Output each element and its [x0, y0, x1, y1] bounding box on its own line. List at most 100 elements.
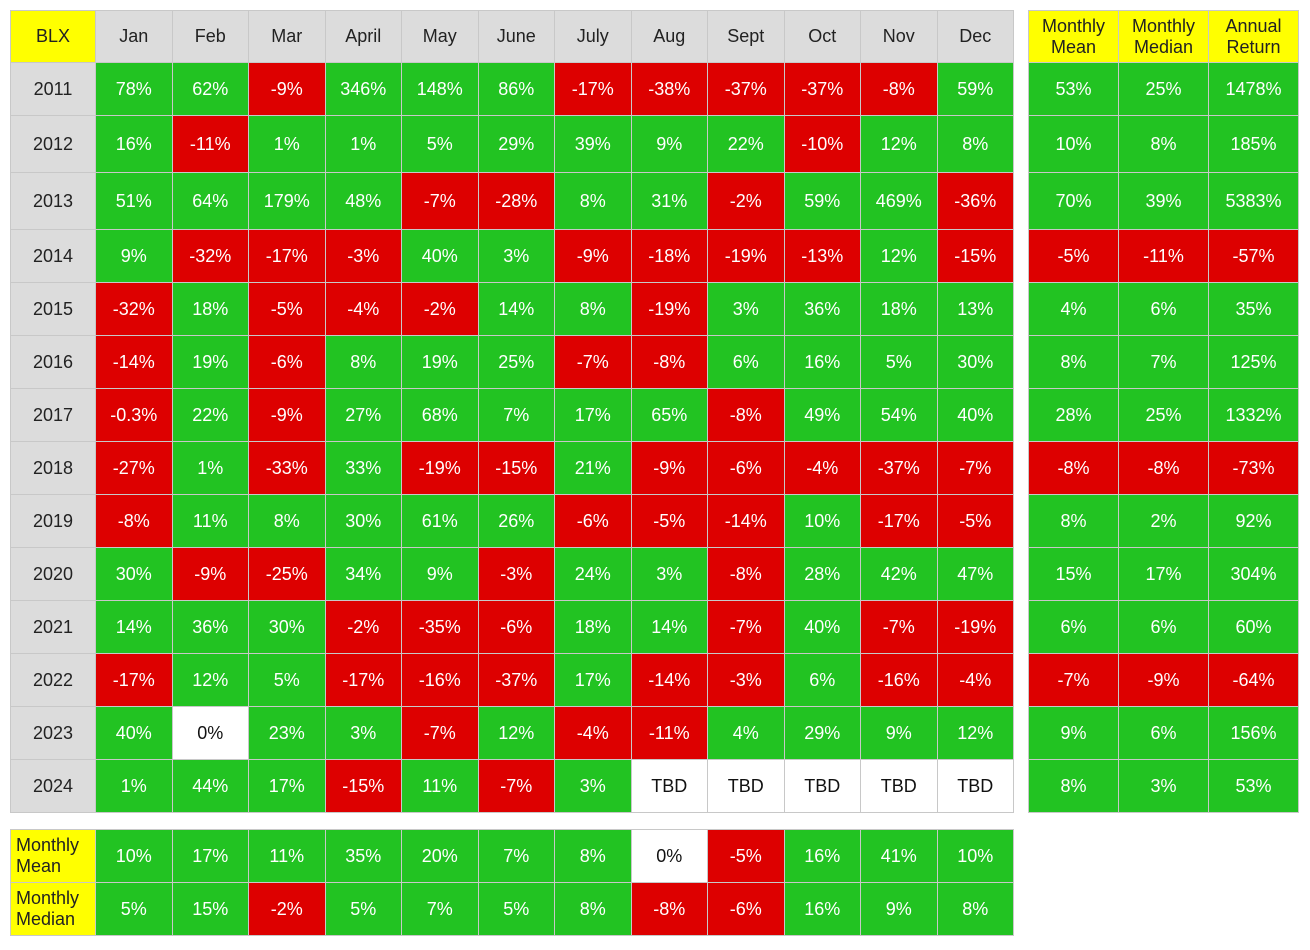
return-cell: 12%	[861, 230, 937, 282]
summary-cell: 53%	[1029, 63, 1118, 115]
summary-header: Monthly Median	[1119, 11, 1208, 62]
return-cell: 78%	[96, 63, 172, 115]
year-label: 2024	[11, 760, 95, 812]
footer-stat-cell: 5%	[478, 883, 554, 935]
monthly-stats-table: Monthly Mean 10% 17% 11% 35% 20% 7% 8% 0% -5% 16% 41…	[10, 829, 1014, 936]
footer-stat-cell: 8%	[555, 830, 631, 882]
year-label: 2016	[11, 336, 95, 388]
return-cell: 40%	[784, 601, 860, 653]
summary-cell: 7%	[1119, 336, 1208, 388]
month-header: Oct	[784, 11, 860, 62]
return-cell: -17%	[861, 495, 937, 547]
footer-stat-cell: 7%	[402, 883, 478, 935]
return-cell: 8%	[555, 173, 631, 229]
return-cell: -10%	[784, 116, 860, 172]
summary-cell: 60%	[1209, 601, 1298, 653]
summary-cell: 8%	[1029, 336, 1118, 388]
return-cell: -9%	[555, 230, 631, 282]
return-cell: -32%	[172, 230, 248, 282]
return-cell: 12%	[937, 707, 1013, 759]
footer-row-label: Monthly Mean	[11, 830, 95, 882]
return-cell: -14%	[96, 336, 172, 388]
return-cell: 59%	[937, 63, 1013, 115]
summary-cell: 6%	[1119, 707, 1208, 759]
return-cell: -13%	[784, 230, 860, 282]
return-cell: 11%	[172, 495, 248, 547]
footer-stat-cell: -2%	[249, 883, 325, 935]
summary-cell: 156%	[1209, 707, 1298, 759]
year-label: 2013	[11, 173, 95, 229]
return-cell: 148%	[402, 63, 478, 115]
return-cell: -6%	[708, 442, 784, 494]
summary-cell: -8%	[1029, 442, 1118, 494]
return-cell: 16%	[784, 336, 860, 388]
summary-cell: 92%	[1209, 495, 1298, 547]
return-cell: 31%	[631, 173, 707, 229]
return-cell: 3%	[325, 707, 401, 759]
return-cell: 22%	[172, 389, 248, 441]
return-cell: TBD	[937, 760, 1013, 812]
return-cell: 64%	[172, 173, 248, 229]
return-cell: -9%	[172, 548, 248, 600]
return-cell: -17%	[555, 63, 631, 115]
footer-stat-cell: 11%	[249, 830, 325, 882]
yearly-summary-table: Monthly Mean Monthly Median Annual Return 53% 2…	[1028, 10, 1299, 813]
return-cell: -17%	[325, 654, 401, 706]
return-cell: 6%	[784, 654, 860, 706]
summary-cell: 304%	[1209, 548, 1298, 600]
footer-stat-cell: 41%	[861, 830, 937, 882]
return-cell: 3%	[478, 230, 554, 282]
return-cell: 28%	[784, 548, 860, 600]
return-cell: -18%	[631, 230, 707, 282]
footer-stat-cell: 15%	[172, 883, 248, 935]
return-cell: 469%	[861, 173, 937, 229]
return-cell: 22%	[708, 116, 784, 172]
summary-cell: 6%	[1119, 283, 1208, 335]
return-cell: TBD	[631, 760, 707, 812]
return-cell: 40%	[937, 389, 1013, 441]
footer-stat-cell: 5%	[325, 883, 401, 935]
return-cell: -9%	[249, 63, 325, 115]
return-cell: 10%	[784, 495, 860, 547]
return-cell: 36%	[784, 283, 860, 335]
return-cell: 18%	[861, 283, 937, 335]
summary-cell: -64%	[1209, 654, 1298, 706]
return-cell: -27%	[96, 442, 172, 494]
return-cell: 30%	[937, 336, 1013, 388]
return-cell: 6%	[708, 336, 784, 388]
return-cell: 7%	[478, 389, 554, 441]
return-cell: -6%	[249, 336, 325, 388]
summary-cell: -7%	[1029, 654, 1118, 706]
return-cell: 23%	[249, 707, 325, 759]
return-cell: TBD	[784, 760, 860, 812]
return-cell: 12%	[478, 707, 554, 759]
return-cell: -6%	[555, 495, 631, 547]
return-cell: -7%	[861, 601, 937, 653]
return-cell: 44%	[172, 760, 248, 812]
month-header: Dec	[937, 11, 1013, 62]
return-cell: TBD	[708, 760, 784, 812]
return-cell: -19%	[937, 601, 1013, 653]
return-cell: -15%	[478, 442, 554, 494]
return-cell: 0%	[172, 707, 248, 759]
footer-stat-cell: 16%	[784, 883, 860, 935]
year-label: 2020	[11, 548, 95, 600]
return-cell: 29%	[784, 707, 860, 759]
summary-cell: -8%	[1119, 442, 1208, 494]
year-label: 2017	[11, 389, 95, 441]
return-cell: -9%	[249, 389, 325, 441]
year-label: 2022	[11, 654, 95, 706]
summary-cell: 25%	[1119, 389, 1208, 441]
return-cell: 1%	[96, 760, 172, 812]
month-header: Feb	[172, 11, 248, 62]
footer-stat-cell: 10%	[96, 830, 172, 882]
return-cell: 1%	[249, 116, 325, 172]
return-cell: -8%	[96, 495, 172, 547]
summary-cell: 8%	[1029, 495, 1118, 547]
year-label: 2011	[11, 63, 95, 115]
return-cell: -0.3%	[96, 389, 172, 441]
return-cell: -8%	[861, 63, 937, 115]
return-cell: -7%	[555, 336, 631, 388]
summary-cell: 25%	[1119, 63, 1208, 115]
return-cell: -38%	[631, 63, 707, 115]
